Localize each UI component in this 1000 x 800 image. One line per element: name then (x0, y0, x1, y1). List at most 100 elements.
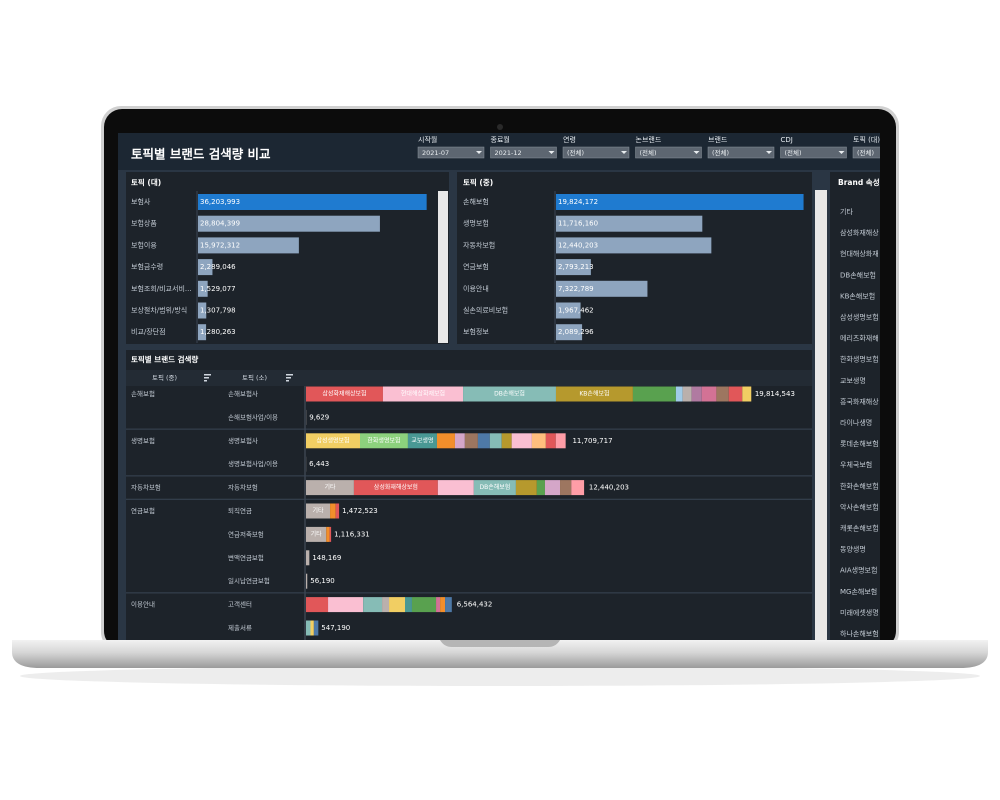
bar-segment[interactable] (306, 620, 311, 636)
bar-segment[interactable] (511, 433, 532, 449)
dropdown[interactable] (562, 146, 630, 159)
bar[interactable] (198, 215, 380, 232)
bar-segment[interactable] (313, 620, 319, 636)
brand-item[interactable]: 동양생명 (840, 545, 866, 554)
bar-segment[interactable] (555, 386, 633, 402)
bar-segment[interactable] (407, 433, 437, 449)
brand-item[interactable]: 롯데손해보험 (840, 439, 879, 448)
brand-item[interactable]: 우체국보험 (840, 461, 872, 469)
bar[interactable] (556, 259, 591, 276)
bar[interactable] (556, 194, 804, 210)
bar-segment[interactable] (306, 386, 383, 402)
bar-segment[interactable] (473, 480, 516, 496)
bar[interactable] (198, 324, 207, 341)
dropdown[interactable] (490, 146, 557, 159)
bar-segment[interactable] (544, 480, 561, 496)
bar-segment[interactable] (489, 433, 502, 449)
brand-item[interactable]: 현대해상화재 (840, 249, 879, 258)
dropdown[interactable] (852, 146, 919, 159)
bar[interactable] (198, 194, 427, 210)
dropdown[interactable] (780, 146, 847, 159)
bar-segment[interactable] (382, 597, 390, 613)
bar[interactable] (556, 302, 581, 319)
bar-segment[interactable] (555, 433, 566, 449)
brand-item[interactable]: 삼성생명보험 (840, 313, 879, 322)
dropdown[interactable] (707, 146, 775, 159)
bar-segment[interactable] (560, 480, 572, 496)
bar[interactable] (198, 259, 213, 276)
bar-segment[interactable] (411, 597, 437, 613)
bar-segment[interactable] (306, 526, 327, 542)
sort-icon[interactable] (286, 374, 293, 382)
bar[interactable] (556, 324, 583, 341)
bar[interactable] (198, 280, 208, 297)
brand-item[interactable]: MG손해보험 (840, 587, 877, 596)
bar-segment[interactable] (436, 433, 455, 449)
brand-item[interactable]: DB손해보험 (840, 270, 876, 279)
brand-item[interactable]: 캐롯손해보험 (840, 524, 879, 533)
bar-segment[interactable] (515, 480, 537, 496)
bar-segment[interactable] (454, 433, 465, 449)
sort-icon[interactable] (204, 374, 211, 382)
brand-item[interactable]: 흥국화재해상 (840, 397, 879, 406)
bar-segment[interactable] (363, 597, 383, 613)
bar-segment[interactable] (477, 433, 490, 449)
brand-item[interactable]: 기타 (840, 207, 853, 216)
bar-segment[interactable] (389, 597, 405, 613)
brand-item[interactable]: AIA생명보험 (840, 566, 877, 575)
bar-segment[interactable] (329, 526, 332, 542)
brand-item[interactable]: 악사손해보험 (840, 502, 879, 511)
bar-segment[interactable] (632, 386, 676, 402)
bar-segment[interactable] (531, 433, 546, 449)
bar-segment[interactable] (682, 386, 692, 402)
bar-segment[interactable] (440, 597, 446, 613)
brand-item[interactable]: 미래에셋생명 (840, 608, 879, 617)
bar-segment[interactable] (545, 433, 556, 449)
bar-segment[interactable] (437, 480, 474, 496)
bar[interactable] (198, 237, 299, 254)
brand-item[interactable]: 한화생명보험 (840, 355, 879, 364)
dropdown[interactable] (635, 146, 702, 159)
bar-segment[interactable] (306, 503, 331, 519)
bar[interactable] (556, 237, 712, 254)
brand-item[interactable]: 삼성화재해상 (840, 228, 879, 237)
bar-segment[interactable] (382, 386, 464, 402)
bar-segment[interactable] (728, 386, 743, 402)
brand-item[interactable]: 하나손해보험 (840, 629, 879, 638)
bar-segment[interactable] (335, 503, 340, 519)
brand-item[interactable]: 라이나생명 (840, 418, 872, 427)
brand-item[interactable]: 메리츠화재해 (840, 334, 879, 343)
bar-segment[interactable] (353, 480, 438, 496)
bar-segment[interactable] (328, 597, 364, 613)
bar-segment[interactable] (716, 386, 729, 402)
bar-segment[interactable] (326, 526, 330, 542)
bar[interactable] (556, 215, 703, 232)
bar-segment[interactable] (436, 597, 441, 613)
bar-segment[interactable] (306, 550, 310, 566)
brand-item[interactable]: 한화손해보험 (840, 481, 879, 490)
bar-segment[interactable] (405, 597, 412, 613)
bar[interactable] (198, 302, 207, 319)
bar-segment[interactable] (463, 386, 556, 402)
dropdown[interactable] (417, 146, 485, 159)
bar-segment[interactable] (306, 433, 360, 449)
bar-segment[interactable] (571, 480, 585, 496)
brand-item[interactable]: KB손해보험 (840, 291, 875, 300)
bar[interactable] (556, 280, 648, 297)
scrollbar[interactable] (438, 191, 448, 343)
bar-segment[interactable] (306, 480, 354, 496)
bar-segment[interactable] (360, 433, 408, 449)
bar-segment[interactable] (701, 386, 717, 402)
bar-segment[interactable] (330, 503, 336, 519)
bar-segment[interactable] (501, 433, 512, 449)
bar-segment[interactable] (306, 573, 308, 589)
bar-segment[interactable] (675, 386, 683, 402)
bar-segment[interactable] (310, 620, 314, 636)
bar-segment[interactable] (464, 433, 478, 449)
scrollbar[interactable] (815, 190, 827, 640)
bar-segment[interactable] (691, 386, 702, 402)
bar-segment[interactable] (445, 597, 452, 613)
bar-segment[interactable] (742, 386, 752, 402)
bar-segment[interactable] (536, 480, 545, 496)
bar-segment[interactable] (306, 597, 329, 613)
